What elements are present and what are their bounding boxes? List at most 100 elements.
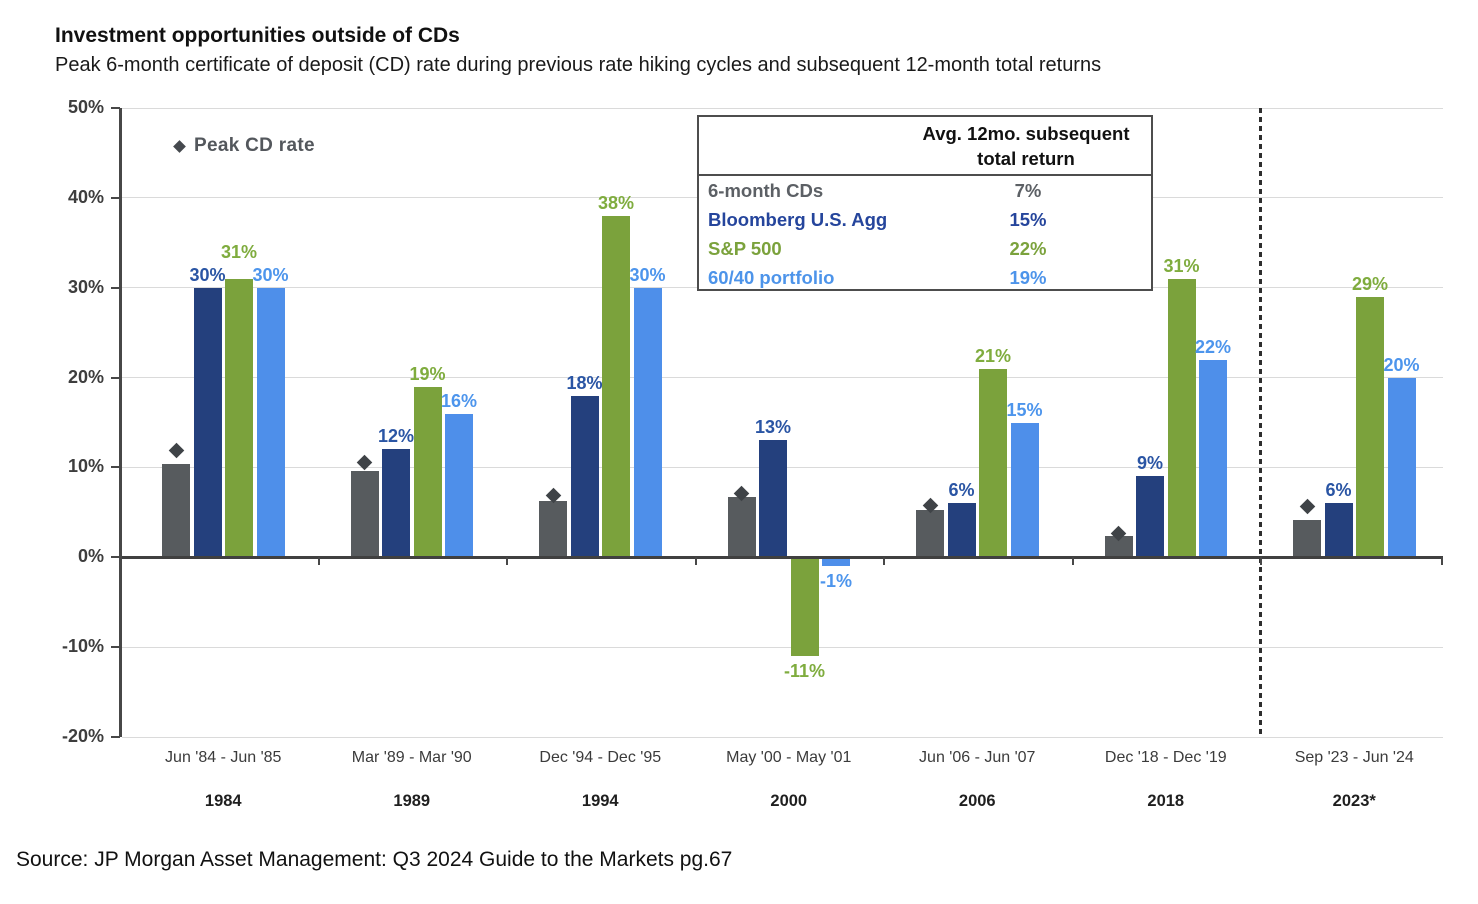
table-row-value: 15% xyxy=(1009,208,1047,230)
bar-value-label: 31% xyxy=(220,241,258,262)
bar-bloomberg-u-s-agg xyxy=(570,395,599,558)
bar-6-month-cds xyxy=(539,500,567,558)
bar-bloomberg-u-s-agg xyxy=(1324,503,1353,558)
y-axis-label: 20% xyxy=(67,366,104,387)
bar-value-label: 30% xyxy=(252,264,289,285)
bar-value-label: -11% xyxy=(783,661,826,682)
peak-cd-rate-legend-label: Peak CD rate xyxy=(194,135,315,156)
bar-60-40-portfolio xyxy=(256,287,285,558)
chart-subtitle: Peak 6-month certificate of deposit (CD)… xyxy=(55,54,1102,76)
summary-table: Avg. 12mo. subsequent total return 6-mon… xyxy=(697,115,1153,291)
y-axis-label: 50% xyxy=(67,97,104,117)
x-axis-line xyxy=(122,555,1443,559)
table-row-label: Bloomberg U.S. Agg xyxy=(708,208,888,230)
bar-60-40-portfolio xyxy=(1199,359,1227,558)
bar-value-label: 6% xyxy=(948,480,975,501)
summary-table-body: 6-month CDs 7% Bloomberg U.S. Agg 15% S&P 50… xyxy=(699,174,1151,292)
bar-60-40-portfolio xyxy=(1010,422,1039,558)
bar-value-label: 18% xyxy=(566,372,603,393)
y-axis-tick xyxy=(111,466,120,469)
x-axis-year-label: 1984 xyxy=(204,792,242,810)
x-axis-category-label: May '00 - May '01 xyxy=(726,749,852,766)
bar-s-p-500 xyxy=(225,278,253,558)
y-axis-label: -10% xyxy=(61,636,104,657)
bar-6-month-cds xyxy=(916,509,944,558)
diamond-icon xyxy=(173,139,186,153)
chart-title: Investment opportunities outside of CDs xyxy=(55,24,460,47)
bar-value-label: 13% xyxy=(754,417,792,438)
bar-s-p-500 xyxy=(979,368,1007,558)
y-axis-tick xyxy=(111,286,120,289)
table-row-value: 22% xyxy=(1009,237,1047,259)
y-axis-tick xyxy=(111,736,120,738)
table-row-label: S&P 500 xyxy=(708,237,782,259)
bar-value-label: 6% xyxy=(1325,480,1352,501)
bar-bloomberg-u-s-agg xyxy=(193,287,222,558)
y-axis-tick xyxy=(111,556,120,559)
bar-value-label: 38% xyxy=(597,192,635,213)
x-axis-tick xyxy=(883,557,885,566)
table-row: 6-month CDs 7% xyxy=(699,176,1151,205)
x-axis-category-label: Sep '23 - Jun '24 xyxy=(1294,749,1414,766)
bar-bloomberg-u-s-agg xyxy=(1136,476,1164,558)
bar-s-p-500 xyxy=(1356,296,1384,558)
bar-6-month-cds xyxy=(350,471,379,558)
x-axis-tick xyxy=(694,557,697,566)
gridline xyxy=(122,736,1443,738)
peak-cd-rate-marker xyxy=(1299,499,1315,515)
table-row: Bloomberg U.S. Agg 15% xyxy=(699,205,1151,234)
bar-value-label: 22% xyxy=(1194,336,1232,357)
bar-value-label: 30% xyxy=(629,264,666,285)
bar-6-month-cds xyxy=(162,463,190,558)
gridline xyxy=(122,107,1443,109)
peak-cd-rate-marker xyxy=(356,455,373,471)
peak-cd-rate-legend: Peak CD rate xyxy=(173,135,315,157)
x-axis-category-label: Jun '84 - Jun '85 xyxy=(165,749,282,766)
bar-60-40-portfolio xyxy=(822,557,850,567)
summary-table-header-line2: total return xyxy=(977,147,1075,169)
x-axis-year-label: 2000 xyxy=(770,792,808,810)
x-axis-tick xyxy=(1440,557,1443,566)
bar-6-month-cds xyxy=(1293,519,1321,558)
bar-value-label: 21% xyxy=(974,345,1012,366)
y-axis-line xyxy=(119,108,122,737)
x-axis-year-label: 1989 xyxy=(393,792,431,810)
x-axis-tick xyxy=(1260,557,1262,566)
x-axis-year-label: 2006 xyxy=(958,792,996,810)
y-axis-label: 0% xyxy=(77,546,104,567)
bar-value-label: -1% xyxy=(819,571,852,592)
bar-60-40-portfolio xyxy=(1387,377,1416,558)
bar-value-label: 12% xyxy=(377,426,415,447)
bar-value-label: 15% xyxy=(1006,399,1043,420)
bar-value-label: 31% xyxy=(1163,255,1200,276)
table-row-label: 6-month CDs xyxy=(708,179,824,201)
bar-s-p-500 xyxy=(790,557,819,657)
forecast-separator-line xyxy=(1258,108,1262,737)
gridline xyxy=(122,646,1443,648)
y-axis-tick xyxy=(111,376,120,379)
x-axis-tick xyxy=(317,557,320,566)
y-axis-label: -20% xyxy=(61,726,104,746)
bar-s-p-500 xyxy=(413,386,442,558)
bar-bloomberg-u-s-agg xyxy=(947,503,976,558)
table-row: S&P 500 22% xyxy=(699,234,1151,263)
bar-6-month-cds xyxy=(727,497,756,558)
bar-value-label: 29% xyxy=(1351,273,1389,294)
bar-value-label: 19% xyxy=(409,363,446,384)
bar-bloomberg-u-s-agg xyxy=(382,449,410,558)
x-axis-year-label: 2023* xyxy=(1332,792,1376,810)
x-axis-category-label: Dec '18 - Dec '19 xyxy=(1104,749,1227,766)
bar-s-p-500 xyxy=(1167,278,1196,558)
bar-s-p-500 xyxy=(602,215,630,558)
bar-60-40-portfolio xyxy=(633,287,662,558)
bar-value-label: 30% xyxy=(189,264,226,285)
bar-value-label: 9% xyxy=(1136,453,1163,474)
x-axis-tick xyxy=(506,557,508,566)
source-text: Source: JP Morgan Asset Management: Q3 2… xyxy=(16,848,733,871)
y-axis-label: 40% xyxy=(67,186,104,207)
bar-value-label: 16% xyxy=(440,390,478,411)
table-row-value: 19% xyxy=(1009,266,1047,288)
x-axis-category-label: Mar '89 - Mar '90 xyxy=(351,749,472,766)
summary-table-header: Avg. 12mo. subsequent total return xyxy=(895,122,1157,172)
